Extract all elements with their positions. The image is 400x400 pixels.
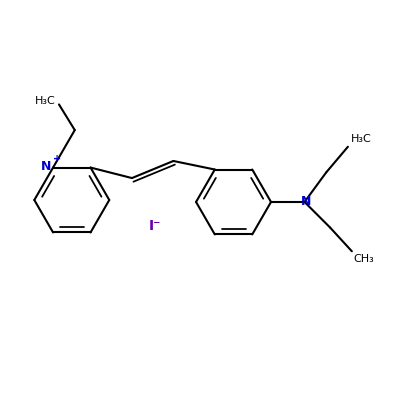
Text: +: + — [53, 154, 61, 164]
Text: H₃C: H₃C — [35, 96, 56, 106]
Text: N: N — [301, 196, 312, 208]
Text: I⁻: I⁻ — [148, 219, 161, 233]
Text: N: N — [41, 160, 51, 173]
Text: H₃C: H₃C — [351, 134, 372, 144]
Text: CH₃: CH₃ — [354, 254, 374, 264]
